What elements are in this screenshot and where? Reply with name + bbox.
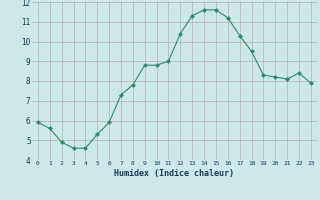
X-axis label: Humidex (Indice chaleur): Humidex (Indice chaleur) [115, 169, 234, 178]
